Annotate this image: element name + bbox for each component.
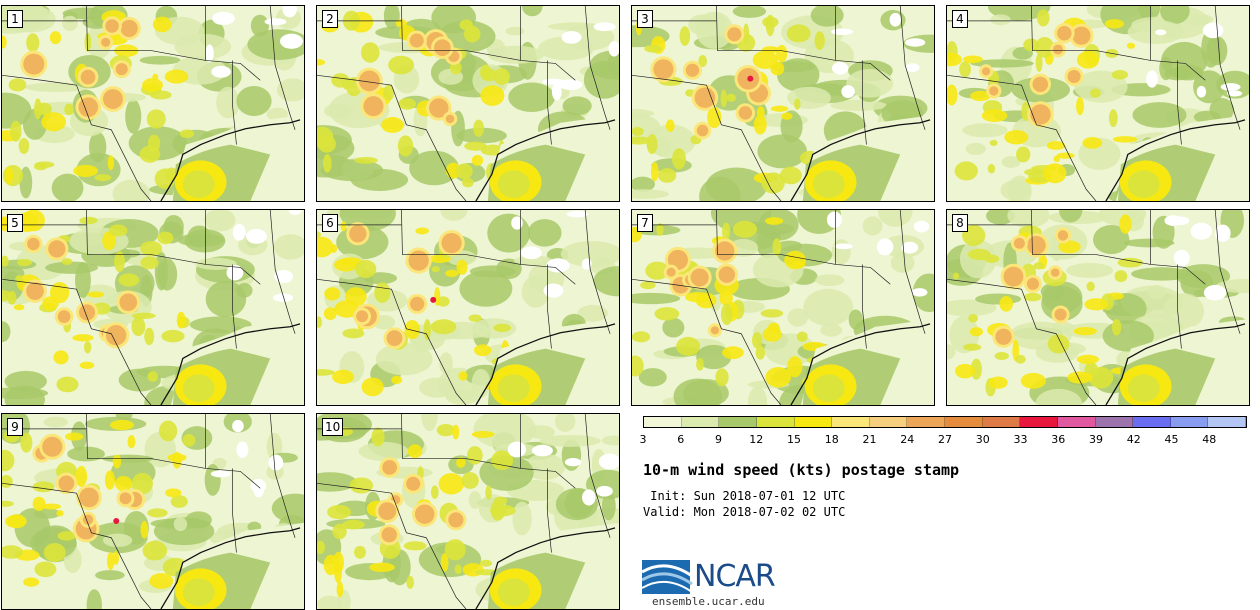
- colorbar-segment: [719, 417, 757, 427]
- colorbar-tick: 18: [824, 433, 839, 446]
- wind-field-map: [317, 6, 619, 201]
- colorbar-segment: [1057, 417, 1096, 427]
- wind-field-map: [632, 210, 934, 405]
- colorbar-segment: [756, 417, 795, 427]
- colorbar-segment: [794, 417, 833, 427]
- init-time: Init: Sun 2018-07-01 12 UTC: [643, 489, 846, 503]
- colorbar-segment: [832, 417, 870, 427]
- colorbar-segment: [1170, 417, 1209, 427]
- member-number-label: 6: [322, 214, 338, 232]
- member-panel-5: 5: [1, 209, 305, 406]
- logo-url: ensemble.ucar.edu: [652, 595, 765, 608]
- member-panel-7: 7: [631, 209, 935, 406]
- member-panel-1: 1: [1, 5, 305, 202]
- member-number-label: 1: [7, 10, 23, 28]
- colorbar-segment: [907, 417, 945, 427]
- member-panel-2: 2: [316, 5, 620, 202]
- wind-field-map: [317, 414, 619, 609]
- colorbar-tick: 3: [639, 433, 647, 446]
- colorbar-tick: 21: [862, 433, 877, 446]
- colorbar-tick: 33: [1013, 433, 1028, 446]
- colorbar-tick: 36: [1051, 433, 1066, 446]
- logo-text: NCAR: [694, 559, 776, 594]
- member-number-label: 4: [952, 10, 968, 28]
- colorbar-tick: 30: [975, 433, 990, 446]
- colorbar-tick: 15: [787, 433, 801, 446]
- colorbar-tick: 6: [677, 433, 685, 446]
- colorbar-segment: [945, 417, 983, 427]
- wind-field-map: [2, 414, 304, 609]
- member-number-label: 5: [7, 214, 23, 232]
- colorbar-tick: 24: [900, 433, 915, 446]
- colorbar-tick: 27: [938, 433, 952, 446]
- member-number-label: 8: [952, 214, 968, 232]
- wind-field-map: [2, 6, 304, 201]
- member-number-label: 2: [322, 10, 338, 28]
- member-number-label: 3: [637, 10, 653, 28]
- colorbar-tick: 45: [1164, 433, 1179, 446]
- wind-field-map: [317, 210, 619, 405]
- colorbar-segment: [1133, 417, 1171, 427]
- colorbar-tick: 42: [1126, 433, 1141, 446]
- colorbar-segment: [1095, 417, 1134, 427]
- wind-field-map: [632, 6, 934, 201]
- colorbar-tick: 39: [1089, 433, 1103, 446]
- member-panel-6: 6: [316, 209, 620, 406]
- colorbar-segment: [681, 417, 720, 427]
- member-number-label: 7: [637, 214, 653, 232]
- colorbar-segment: [869, 417, 908, 427]
- colorbar-segment: [1020, 417, 1058, 427]
- member-panel-8: 8: [946, 209, 1250, 406]
- wind-speed-colorbar: [643, 416, 1247, 428]
- valid-time: Valid: Mon 2018-07-02 02 UTC: [643, 505, 846, 519]
- wind-field-map: [947, 210, 1249, 405]
- colorbar-tick: 9: [715, 433, 722, 446]
- colorbar-segment: [982, 417, 1021, 427]
- member-panel-10: 10: [316, 413, 620, 610]
- member-number-label: 9: [7, 418, 23, 436]
- colorbar-tick: 48: [1202, 433, 1217, 446]
- colorbar-tick: 12: [749, 433, 764, 446]
- member-number-label: 10: [322, 418, 344, 436]
- wind-field-map: [2, 210, 304, 405]
- member-panel-3: 3: [631, 5, 935, 202]
- chart-title: 10-m wind speed (kts) postage stamp: [643, 461, 960, 479]
- member-panel-4: 4: [946, 5, 1250, 202]
- member-panel-9: 9: [1, 413, 305, 610]
- colorbar-segment: [1208, 417, 1246, 427]
- colorbar-tick-labels: 3 6 9 12 15 18 21 24 27 30 33 36 39 42 45 48: [639, 433, 1247, 447]
- wind-field-map: [947, 6, 1249, 201]
- colorbar-segment: [644, 417, 682, 427]
- ncar-logo-icon: [642, 560, 693, 594]
